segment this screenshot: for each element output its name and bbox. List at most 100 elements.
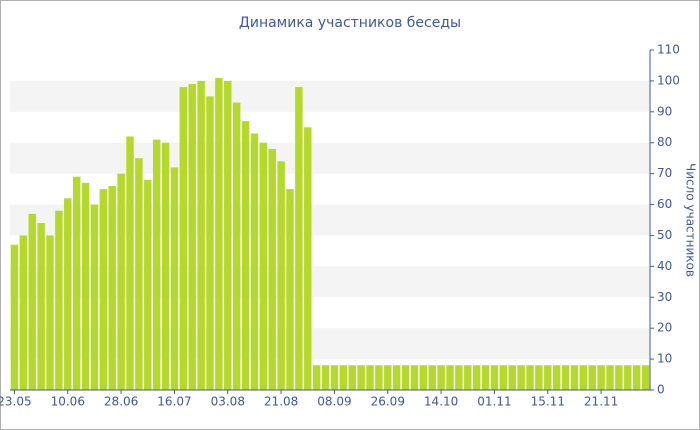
bar xyxy=(330,365,339,390)
bar xyxy=(410,365,419,390)
y-axis-label: Число участников xyxy=(684,163,698,277)
grid-band xyxy=(10,266,650,298)
bar xyxy=(108,186,116,390)
bar xyxy=(286,189,294,390)
bar xyxy=(295,87,303,390)
bar xyxy=(46,235,54,390)
bar xyxy=(588,365,596,390)
bar xyxy=(446,365,454,390)
bar xyxy=(517,365,525,390)
bar xyxy=(641,365,650,390)
bar xyxy=(499,365,508,390)
y-tick-label: 40 xyxy=(657,259,672,273)
bar xyxy=(64,198,72,390)
bar xyxy=(606,365,614,390)
bar xyxy=(321,365,330,390)
bar xyxy=(570,365,579,390)
bar xyxy=(481,365,490,390)
bar xyxy=(37,223,45,390)
bar xyxy=(224,80,232,390)
bar xyxy=(117,173,125,390)
bar xyxy=(339,365,348,390)
bar xyxy=(624,365,632,390)
bar xyxy=(544,365,552,390)
bar xyxy=(152,139,161,390)
x-tick-label: 14.10 xyxy=(424,395,458,409)
bar xyxy=(197,80,205,390)
bar xyxy=(259,142,268,390)
bar xyxy=(552,365,561,390)
bar xyxy=(188,84,196,390)
bar xyxy=(464,365,472,390)
bar xyxy=(179,87,188,390)
bar xyxy=(384,365,392,390)
bar xyxy=(81,182,90,390)
bar xyxy=(392,365,401,390)
y-tick-label: 20 xyxy=(657,321,672,335)
y-tick-label: 10 xyxy=(657,352,672,366)
bar xyxy=(579,365,588,390)
bar xyxy=(357,365,365,390)
bar xyxy=(99,189,108,390)
bar xyxy=(304,127,312,390)
y-tick-label: 110 xyxy=(657,43,680,57)
grid-band xyxy=(10,204,650,236)
x-tick-label: 21.08 xyxy=(264,395,298,409)
bar xyxy=(72,176,81,390)
bar xyxy=(437,365,445,390)
grid-band xyxy=(10,80,650,112)
grid-bands xyxy=(10,80,650,360)
bar xyxy=(526,365,534,390)
bar xyxy=(268,148,276,390)
y-tick-label: 100 xyxy=(657,73,680,87)
bar xyxy=(232,102,241,390)
x-tick-label: 10.06 xyxy=(51,395,85,409)
bar xyxy=(90,204,99,390)
y-tick-label: 90 xyxy=(657,104,672,118)
bar xyxy=(615,365,623,390)
bar xyxy=(348,365,356,390)
bar xyxy=(455,365,463,390)
grid-band xyxy=(10,142,650,174)
bar xyxy=(161,142,170,390)
bar xyxy=(135,158,143,390)
bar xyxy=(10,244,19,390)
bar xyxy=(170,167,179,390)
x-tick-label: 01.11 xyxy=(477,395,511,409)
x-tick-label: 03.08 xyxy=(211,395,245,409)
bar xyxy=(428,365,436,390)
bar xyxy=(366,365,374,390)
bar xyxy=(490,365,499,390)
bar xyxy=(19,235,28,390)
bar xyxy=(241,121,250,390)
y-tick-label: 70 xyxy=(657,166,672,180)
y-tick-label: 80 xyxy=(657,135,672,149)
bar xyxy=(419,365,428,390)
x-tick-label: 15.11 xyxy=(531,395,565,409)
bar xyxy=(126,136,134,390)
x-tick-label: 21.11 xyxy=(584,395,618,409)
bar xyxy=(206,96,214,390)
bar xyxy=(508,365,516,390)
bar xyxy=(401,365,410,390)
bar xyxy=(312,365,321,390)
bar xyxy=(375,365,383,390)
y-tick-label: 60 xyxy=(657,197,672,211)
bar xyxy=(215,77,223,391)
bar xyxy=(55,210,63,390)
bar xyxy=(28,213,36,390)
x-tick-label: 28.06 xyxy=(104,395,138,409)
chart-title: Динамика участников беседы xyxy=(239,15,461,31)
bar xyxy=(535,365,543,390)
bar xyxy=(597,365,605,390)
grid-band xyxy=(10,328,650,360)
y-tick-label: 30 xyxy=(657,290,672,304)
y-tick-label: 0 xyxy=(657,383,665,397)
bar xyxy=(250,133,259,391)
x-tick-label: 23.05 xyxy=(0,395,32,409)
y-tick-label: 50 xyxy=(657,228,672,242)
x-tick-label: 16.07 xyxy=(157,395,191,409)
bar xyxy=(561,365,570,390)
bar xyxy=(472,365,481,390)
